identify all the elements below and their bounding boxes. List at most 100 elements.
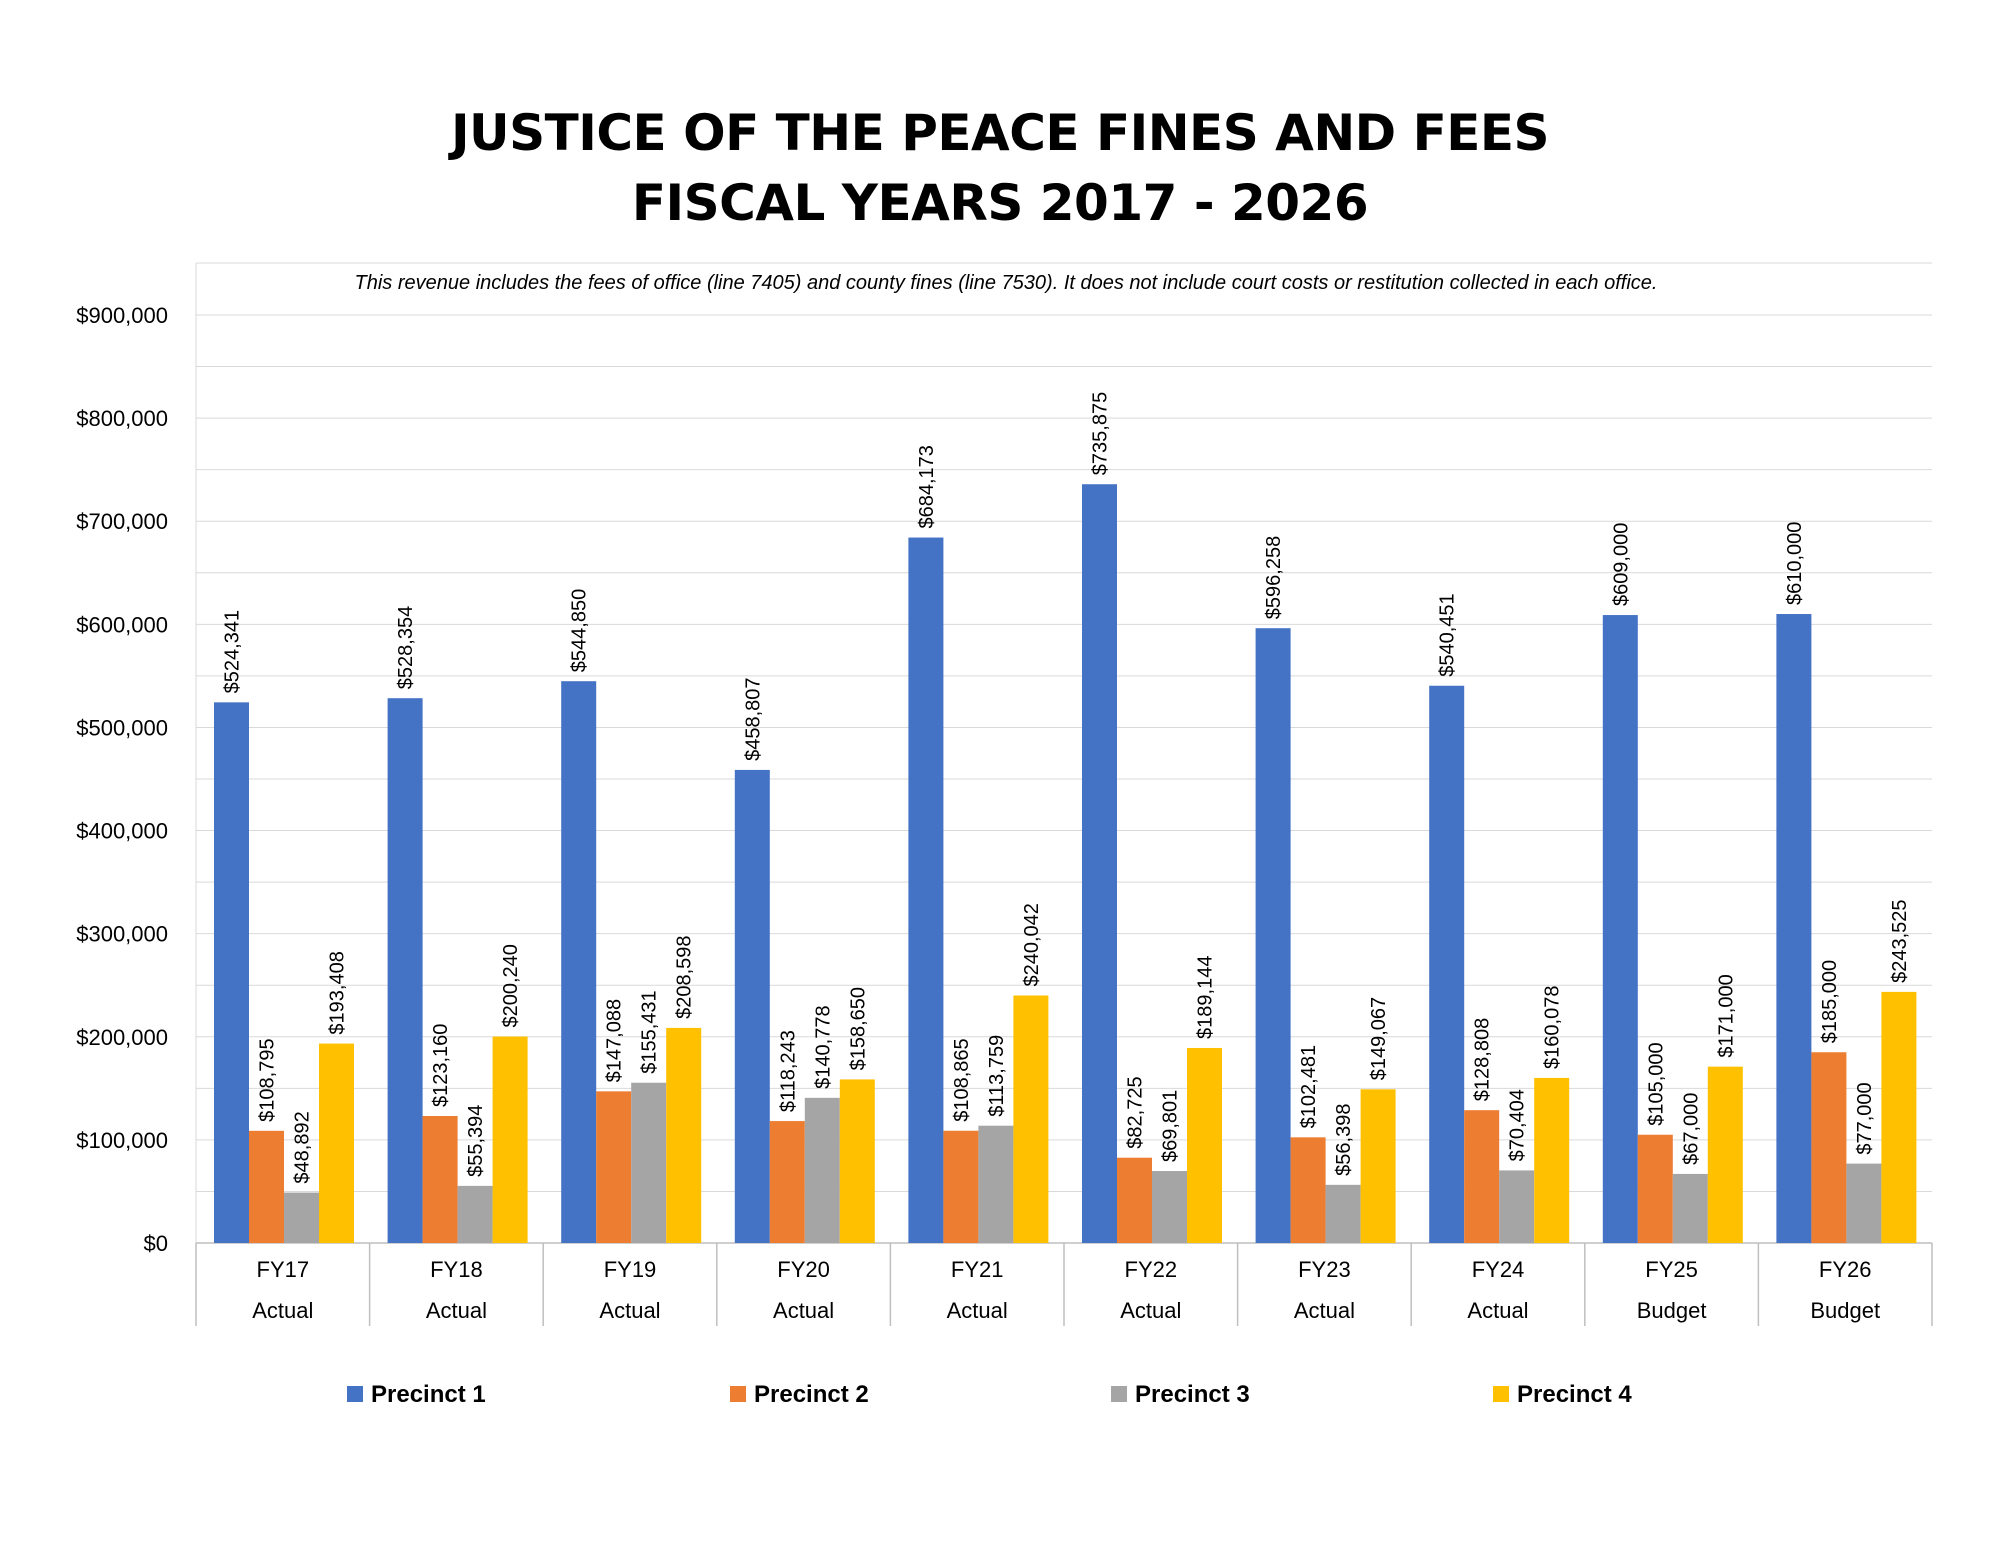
y-tick-label: $700,000 — [76, 509, 168, 534]
data-label: $128,808 — [1472, 1018, 1494, 1101]
data-label: $149,067 — [1368, 997, 1390, 1080]
bar — [1707, 1066, 1743, 1243]
data-label: $528,354 — [395, 606, 417, 689]
legend-swatch — [1111, 1386, 1127, 1402]
data-label: $67,000 — [1680, 1093, 1702, 1165]
bar — [804, 1097, 840, 1243]
chart-title: JUSTICE OF THE PEACE FINES AND FEES FISC… — [0, 98, 2000, 238]
legend-swatch — [347, 1386, 363, 1402]
legend-swatch — [730, 1386, 746, 1402]
data-label: $185,000 — [1819, 960, 1841, 1043]
data-label: $240,042 — [1021, 903, 1043, 986]
axes: $0 $100,000 $200,000 $300,000 $400,000 $500,0… — [76, 303, 1933, 1326]
x-tick-sublabel: Actual — [1294, 1298, 1355, 1323]
bar — [214, 702, 249, 1243]
y-tick-label: $900,000 — [76, 303, 168, 328]
data-label: $108,795 — [257, 1038, 279, 1121]
bar — [769, 1121, 805, 1243]
data-label: $193,408 — [327, 951, 349, 1034]
data-label: $118,243 — [777, 1030, 799, 1112]
x-tick-sublabel: Actual — [599, 1298, 660, 1323]
x-tick-label: FY18 — [430, 1257, 483, 1282]
bar — [1255, 628, 1291, 1243]
data-label: $105,000 — [1645, 1042, 1667, 1125]
chart-title-line-1: JUSTICE OF THE PEACE FINES AND FEES — [450, 104, 1550, 162]
data-label: $123,160 — [430, 1024, 452, 1107]
y-tick-label: $400,000 — [76, 819, 168, 844]
bar — [457, 1185, 493, 1243]
y-tick-label: $800,000 — [76, 406, 168, 431]
x-tick-label: FY19 — [604, 1257, 657, 1282]
data-label: $243,525 — [1889, 899, 1911, 982]
data-label: $108,865 — [951, 1038, 973, 1121]
x-tick-sublabel: Actual — [426, 1298, 487, 1323]
y-tick-label: $300,000 — [76, 922, 168, 947]
data-label: $113,759 — [986, 1035, 1008, 1117]
data-label: $102,481 — [1298, 1045, 1320, 1128]
x-tick-sublabel: Actual — [947, 1298, 1008, 1323]
bar — [422, 1116, 458, 1243]
data-label: $524,341 — [222, 610, 244, 693]
x-tick-sublabel: Actual — [252, 1298, 313, 1323]
bar — [1152, 1171, 1187, 1243]
bar — [1672, 1173, 1708, 1243]
bar — [596, 1091, 632, 1243]
y-tick-label: $500,000 — [76, 715, 168, 740]
data-label: $158,650 — [847, 987, 869, 1070]
y-tick-label: $0 — [144, 1231, 168, 1256]
bar — [1499, 1170, 1535, 1243]
gridlines — [195, 262, 1932, 1243]
data-label: $171,000 — [1715, 974, 1737, 1057]
legend-label: Precinct 3 — [1135, 1381, 1250, 1408]
data-label: $684,173 — [916, 445, 938, 528]
bar — [387, 698, 423, 1243]
bar — [1776, 614, 1812, 1243]
data-label: $208,598 — [674, 935, 696, 1018]
legend-label: Precinct 1 — [371, 1381, 486, 1408]
legend-label: Precinct 4 — [1517, 1381, 1632, 1408]
y-tick-label: $200,000 — [76, 1025, 168, 1050]
x-tick-label: FY25 — [1645, 1257, 1698, 1282]
bar — [1534, 1077, 1570, 1243]
bar — [943, 1130, 979, 1243]
data-label: $544,850 — [569, 589, 591, 672]
x-tick-label: FY20 — [777, 1257, 830, 1282]
data-label: $147,088 — [604, 999, 626, 1082]
data-label: $609,000 — [1610, 523, 1632, 606]
bar — [1360, 1089, 1396, 1243]
chart-note: This revenue includes the fees of office… — [355, 272, 1658, 294]
x-tick-sublabel: Actual — [773, 1298, 834, 1323]
y-tick-label: $600,000 — [76, 612, 168, 637]
data-label: $48,892 — [292, 1111, 314, 1183]
chart-title-line-2: FISCAL YEARS 2017 - 2026 — [631, 174, 1369, 232]
data-label: $458,807 — [742, 677, 764, 760]
data-labels: $524,341 $528,354 $544,850 $458,807 $684,173… — [222, 392, 1911, 1184]
data-label: $610,000 — [1784, 522, 1806, 605]
x-tick-label: FY23 — [1298, 1257, 1351, 1282]
data-label: $77,000 — [1854, 1082, 1876, 1154]
bar — [1082, 484, 1117, 1244]
data-label: $55,394 — [465, 1105, 487, 1177]
x-tick-label: FY21 — [951, 1257, 1004, 1282]
data-label: $200,240 — [500, 944, 522, 1027]
legend-swatch — [1493, 1386, 1509, 1402]
data-label: $189,144 — [1195, 956, 1217, 1039]
data-label: $56,398 — [1333, 1104, 1355, 1176]
data-label: $70,404 — [1507, 1089, 1529, 1161]
bar — [492, 1036, 528, 1243]
bar — [1325, 1184, 1361, 1243]
bar — [666, 1027, 702, 1243]
legend-label: Precinct 2 — [754, 1381, 869, 1408]
bar — [908, 537, 944, 1243]
data-label: $160,078 — [1542, 986, 1564, 1069]
x-tick-sublabel: Budget — [1637, 1298, 1707, 1323]
bar — [1013, 995, 1049, 1243]
bar — [1187, 1047, 1222, 1243]
x-tick-sublabel: Budget — [1810, 1298, 1880, 1323]
legend: Precinct 1 Precinct 2 Precinct 3 Precinct 4 — [347, 1381, 1632, 1408]
data-label: $540,451 — [1437, 593, 1459, 676]
y-tick-label: $100,000 — [76, 1128, 168, 1153]
bar — [1846, 1163, 1882, 1243]
bar — [1429, 685, 1465, 1243]
